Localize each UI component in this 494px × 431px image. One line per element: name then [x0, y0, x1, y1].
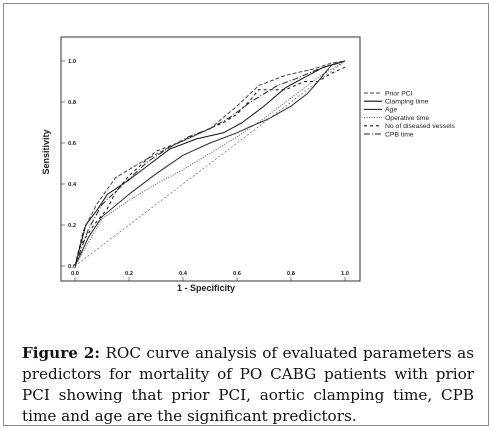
figure-caption-text: ROC curve analysis of evaluated paramete… — [22, 344, 474, 425]
roc-chart: 0.0 0.2 0.4 0.6 0.8 1.0 0.0 0.2 0.4 0.6 0.8 1.0 Pri… — [41, 36, 455, 293]
x-tick-label: 0.8 — [287, 271, 296, 277]
y-tick-label: 0.2 — [68, 223, 76, 229]
x-tick-label: 0.0 — [71, 271, 79, 277]
legend-label: CPB time — [385, 131, 414, 138]
legend-label: Clamping time — [385, 99, 429, 106]
series-line-age — [74, 60, 346, 267]
legend-label: Operative time — [385, 115, 429, 122]
legend-label: No of diseased vessels — [385, 123, 455, 130]
series-line-clamping-time — [74, 60, 346, 267]
x-tick-label: 0.6 — [233, 271, 242, 277]
y-axis-label: Sensitivity — [41, 129, 51, 174]
figure-caption: Figure 2: ROC curve analysis of evaluate… — [22, 343, 474, 427]
x-tick-label: 0.4 — [179, 271, 188, 277]
y-tick-label: 0.8 — [68, 100, 77, 106]
y-tick-label: 0.6 — [68, 141, 77, 147]
reference-diagonal-line — [74, 60, 346, 267]
x-tick-label: 1.0 — [341, 271, 349, 277]
series-line-operative-time — [74, 60, 346, 267]
y-tick-label: 1.0 — [68, 59, 76, 65]
y-tick-label: 0.0 — [68, 264, 76, 270]
x-axis-label: 1 - Specificity — [177, 283, 235, 293]
figure-label: Figure 2: — [22, 344, 100, 362]
x-tick-label: 0.2 — [125, 271, 133, 277]
series-line-no-of-diseased-vessels — [74, 66, 346, 267]
legend-label: Prior PCI — [385, 90, 413, 97]
series-line-cpb-time — [74, 60, 346, 267]
legend-label: Age — [385, 107, 397, 114]
y-tick-label: 0.4 — [68, 182, 77, 188]
plot-area — [60, 36, 361, 282]
